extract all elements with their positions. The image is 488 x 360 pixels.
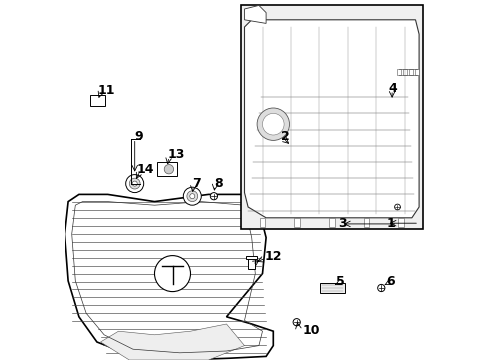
- Circle shape: [129, 178, 140, 189]
- Polygon shape: [90, 95, 104, 106]
- Text: 2: 2: [280, 130, 289, 143]
- Circle shape: [257, 108, 289, 140]
- Circle shape: [262, 113, 284, 135]
- Circle shape: [292, 319, 300, 326]
- Bar: [415, 69, 418, 75]
- Text: 8: 8: [213, 177, 222, 190]
- Text: 5: 5: [336, 275, 345, 288]
- Bar: [403, 69, 407, 75]
- Bar: [363, 218, 368, 227]
- Bar: [397, 218, 403, 227]
- Text: 4: 4: [387, 82, 396, 95]
- Polygon shape: [101, 324, 244, 360]
- Bar: [397, 69, 400, 75]
- Text: 11: 11: [98, 84, 115, 97]
- Circle shape: [394, 204, 400, 210]
- Bar: [259, 218, 265, 227]
- Bar: [241, 5, 422, 229]
- Circle shape: [210, 193, 217, 200]
- Text: 14: 14: [136, 163, 154, 176]
- Polygon shape: [64, 194, 273, 360]
- Polygon shape: [244, 20, 418, 218]
- Circle shape: [186, 191, 197, 202]
- Circle shape: [164, 165, 173, 174]
- Polygon shape: [244, 5, 265, 23]
- Text: 12: 12: [264, 250, 281, 263]
- Text: 13: 13: [167, 148, 184, 161]
- Bar: [294, 218, 300, 227]
- Text: 6: 6: [386, 275, 394, 288]
- Circle shape: [189, 194, 194, 199]
- Text: 1: 1: [386, 217, 395, 230]
- Text: 9: 9: [134, 130, 143, 143]
- Text: 7: 7: [192, 177, 201, 190]
- Bar: [320, 283, 345, 293]
- Text: 3: 3: [337, 217, 346, 230]
- Bar: [408, 69, 412, 75]
- Circle shape: [132, 181, 137, 186]
- Circle shape: [125, 175, 143, 193]
- Bar: [247, 257, 255, 269]
- Circle shape: [183, 187, 201, 205]
- Circle shape: [154, 256, 190, 292]
- Circle shape: [377, 284, 384, 292]
- Bar: [328, 218, 334, 227]
- Text: 10: 10: [302, 324, 319, 337]
- Bar: [157, 162, 177, 176]
- Bar: [246, 256, 257, 259]
